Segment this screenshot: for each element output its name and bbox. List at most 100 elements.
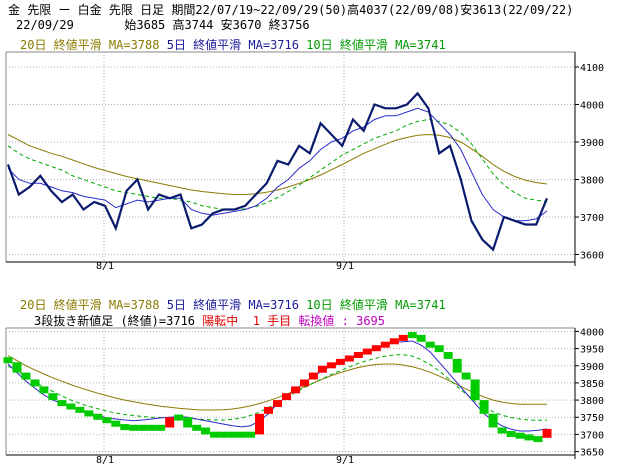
break-block bbox=[183, 417, 193, 428]
bottom-legend: 20日 終値平滑 MA=3788 5日 終値平滑 MA=3716 10日 終値平… bbox=[20, 296, 446, 313]
legend-ma10: 10日 終値平滑 MA=3741 bbox=[306, 38, 446, 52]
break-block bbox=[273, 400, 282, 407]
ohlc-line: 22/09/29 始3685 高3744 安3670 終3756 bbox=[16, 16, 310, 33]
break-block bbox=[84, 410, 94, 417]
break-block bbox=[488, 413, 498, 428]
break-block bbox=[317, 365, 327, 373]
break-block bbox=[111, 420, 121, 427]
break-block bbox=[255, 413, 264, 435]
break-block bbox=[326, 362, 336, 369]
three-break-label: 3段抜き新値足 (終値)=3716 bbox=[34, 314, 196, 328]
break-block bbox=[434, 345, 444, 353]
y-tick-label: 4000 bbox=[580, 327, 604, 338]
break-block bbox=[39, 386, 49, 394]
break-block bbox=[308, 372, 318, 380]
break-block bbox=[138, 424, 148, 431]
y-tick-label: 4000 bbox=[580, 101, 604, 112]
y-tick-label: 3800 bbox=[580, 176, 604, 187]
ma5-line bbox=[7, 107, 548, 222]
break-block bbox=[479, 400, 489, 414]
break-block bbox=[425, 341, 435, 348]
break-block bbox=[264, 406, 273, 414]
x-tick-label: 8/1 bbox=[96, 261, 114, 272]
break-block bbox=[201, 427, 211, 435]
break-block bbox=[335, 358, 345, 365]
break-block bbox=[353, 352, 363, 358]
break-block bbox=[228, 431, 238, 438]
break-block bbox=[506, 431, 516, 437]
ma20-line bbox=[7, 133, 548, 195]
break-block bbox=[524, 434, 534, 441]
legend-ma10-bottom: 10日 終値平滑 MA=3741 bbox=[306, 298, 446, 312]
y-tick-label: 3700 bbox=[580, 430, 604, 441]
break-block bbox=[389, 338, 399, 345]
legend-ma20: 20日 終値平滑 MA=3788 bbox=[20, 38, 160, 52]
break-block bbox=[66, 403, 76, 410]
ma5-line-bottom bbox=[7, 340, 548, 432]
three-break-count: 1 手目 bbox=[252, 314, 292, 328]
y-tick-label: 4100 bbox=[580, 63, 604, 74]
y-tick-label: 3900 bbox=[580, 362, 604, 373]
y-tick-label: 3900 bbox=[580, 138, 604, 149]
three-break-info: 3段抜き新値足 (終値)=3716 陽転中 1 手目 転換値 : 3695 bbox=[34, 312, 385, 329]
break-block bbox=[120, 424, 130, 431]
x-tick-label: 9/1 bbox=[336, 261, 354, 272]
x-tick-label: 9/1 bbox=[336, 455, 354, 466]
break-block bbox=[192, 424, 202, 431]
break-block bbox=[237, 431, 247, 438]
break-block bbox=[165, 417, 175, 428]
break-block bbox=[147, 424, 157, 431]
break-block bbox=[515, 432, 525, 439]
break-block bbox=[174, 414, 184, 421]
break-block bbox=[210, 431, 220, 438]
break-block bbox=[371, 345, 381, 352]
break-block bbox=[300, 379, 309, 387]
break-block bbox=[246, 431, 256, 438]
break-block bbox=[219, 431, 229, 438]
break-block bbox=[380, 341, 390, 348]
break-block bbox=[344, 355, 354, 362]
break-block bbox=[129, 424, 139, 431]
break-block bbox=[282, 393, 291, 401]
legend-ma5-bottom: 5日 終値平滑 MA=3716 bbox=[166, 298, 299, 312]
break-block bbox=[156, 424, 166, 431]
legend-ma5: 5日 終値平滑 MA=3716 bbox=[166, 38, 299, 52]
break-block bbox=[461, 372, 471, 380]
break-block bbox=[416, 334, 426, 342]
break-block bbox=[398, 334, 408, 341]
break-block bbox=[30, 379, 40, 387]
y-tick-label: 3750 bbox=[580, 413, 604, 424]
y-tick-label: 3700 bbox=[580, 213, 604, 224]
y-tick-label: 3800 bbox=[580, 396, 604, 407]
break-block bbox=[470, 379, 480, 401]
y-tick-label: 3950 bbox=[580, 345, 604, 356]
break-block bbox=[533, 436, 543, 443]
break-block bbox=[291, 386, 300, 394]
break-block bbox=[542, 428, 552, 438]
break-block bbox=[407, 332, 417, 339]
break-block bbox=[362, 348, 372, 355]
break-block bbox=[102, 417, 112, 424]
three-break-turn: 転換値 : 3695 bbox=[298, 314, 385, 328]
three-break-state: 陽転中 bbox=[202, 314, 239, 328]
break-block bbox=[93, 413, 103, 420]
break-block bbox=[3, 357, 13, 364]
close-price-line bbox=[6, 91, 549, 252]
break-block bbox=[497, 427, 507, 434]
x-tick-label: 8/1 bbox=[96, 455, 114, 466]
top-legend: 20日 終値平滑 MA=3788 5日 終値平滑 MA=3716 10日 終値平… bbox=[20, 36, 446, 53]
ma20-line-bottom bbox=[7, 355, 547, 411]
title-bar: 金 先限 ー 白金 先限 日足 期間22/07/19~22/09/29(50)高… bbox=[0, 0, 624, 34]
legend-ma20-bottom: 20日 終値平滑 MA=3788 bbox=[20, 298, 160, 312]
y-tick-label: 3600 bbox=[580, 251, 604, 262]
break-block bbox=[75, 406, 85, 413]
date-label: 22/09/29 bbox=[16, 18, 74, 32]
break-block bbox=[452, 358, 462, 373]
break-block bbox=[443, 352, 453, 359]
ohlc-values: 始3685 高3744 安3670 終3756 bbox=[124, 18, 310, 32]
y-tick-label: 3650 bbox=[580, 448, 604, 459]
break-block bbox=[12, 362, 22, 373]
ma10-line bbox=[7, 118, 548, 210]
chart-title: 金 先限 ー 白金 先限 日足 期間22/07/19~22/09/29(50)高… bbox=[8, 3, 574, 17]
